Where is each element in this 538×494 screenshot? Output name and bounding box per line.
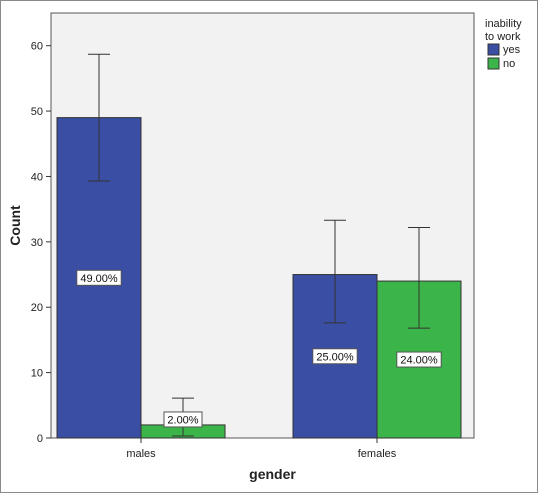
data-label-box xyxy=(163,411,203,428)
data-labels: 49.00% 2.00% 25.00% 24.00% xyxy=(76,269,442,428)
y-tick-label: 60 xyxy=(31,41,43,53)
data-label-no-males: 2.00% xyxy=(167,414,198,426)
y-axis: 0 10 20 30 40 50 60 xyxy=(31,41,51,445)
data-label-box xyxy=(76,269,122,286)
legend: inability to work yes no xyxy=(485,18,522,70)
x-tick-label-males: males xyxy=(126,448,156,460)
legend-swatch-yes xyxy=(487,43,500,56)
x-axis: males females xyxy=(126,438,397,460)
y-tick-label: 40 xyxy=(31,171,43,183)
legend-label-no: no xyxy=(503,58,515,70)
x-tick-label-females: females xyxy=(358,448,397,460)
y-tick-label: 50 xyxy=(31,106,43,118)
legend-label-yes: yes xyxy=(503,44,521,56)
data-label-box xyxy=(396,351,442,368)
legend-items: yes no xyxy=(487,43,521,70)
data-label-yes-males: 49.00% xyxy=(80,273,118,285)
y-tick-label: 0 xyxy=(37,433,43,445)
y-tick-label: 30 xyxy=(31,237,43,249)
y-tick-label: 20 xyxy=(31,302,43,314)
x-axis-title: gender xyxy=(249,466,296,482)
y-tick-label: 10 xyxy=(31,368,43,380)
data-label-yes-females: 25.00% xyxy=(316,351,354,363)
data-label-box xyxy=(312,348,358,365)
error-bars xyxy=(88,53,430,437)
legend-swatch-no xyxy=(487,57,500,70)
data-label-no-females: 24.00% xyxy=(400,355,438,367)
y-axis-title: Count xyxy=(7,205,23,246)
legend-title-line-1: inability xyxy=(485,18,522,30)
legend-title-line-2: to work xyxy=(485,31,521,43)
